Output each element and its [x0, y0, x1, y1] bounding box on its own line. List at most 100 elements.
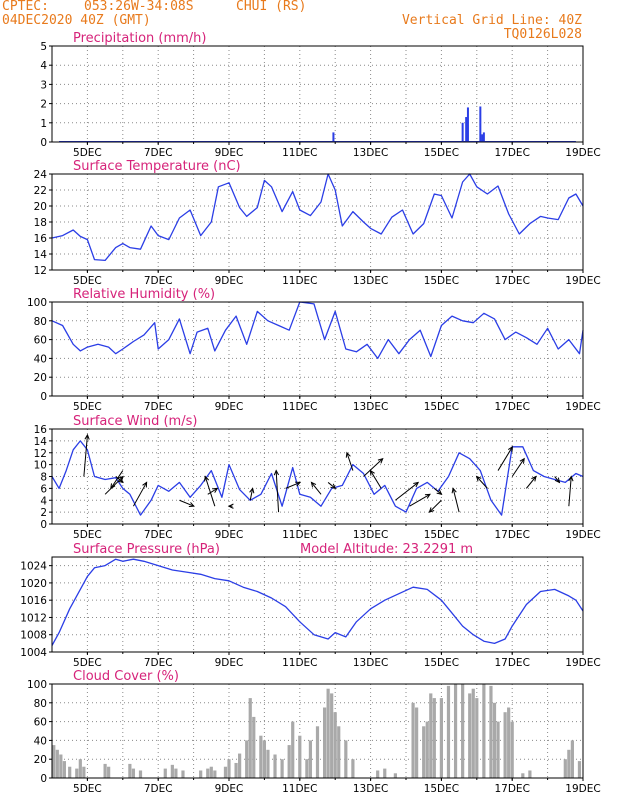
cloud-bar: [75, 768, 79, 778]
precip-bar: [479, 106, 482, 142]
cloud-bar: [344, 740, 348, 778]
cloud-bar: [181, 770, 185, 778]
wind-arrow: [429, 499, 442, 513]
wind-arrow: [346, 452, 354, 471]
cloud-bar: [223, 766, 228, 778]
cloud-bar: [199, 770, 203, 778]
pressure-ytick-label: 1016: [20, 595, 47, 607]
precip-ytick-label: 3: [40, 79, 47, 91]
temp-xtick-label: 13DEC: [353, 275, 388, 287]
temp-ytick-label: 12: [34, 265, 47, 277]
wind-arrowhead: [204, 475, 210, 482]
header-source: CPTEC:: [2, 0, 49, 14]
wind-series-line: [51, 440, 584, 516]
cloud-bar: [322, 707, 327, 778]
rh-xtick-label: 7DEC: [144, 401, 173, 413]
wind-arrow: [369, 470, 382, 489]
cloud-bar: [103, 763, 107, 778]
rh-ytick-label: 80: [34, 316, 47, 328]
cloud-bar: [333, 712, 337, 778]
cloud-bar: [422, 726, 426, 778]
cloud-xtick-label: 11DEC: [282, 783, 317, 795]
cloud-bar: [227, 759, 231, 778]
precip-xtick-label: 15DEC: [424, 147, 459, 159]
precip-title: Precipitation (mm/h): [73, 31, 206, 46]
temp-xtick-label: 5DEC: [73, 275, 102, 287]
cloud-bar: [507, 707, 511, 778]
temp-frame: [51, 173, 584, 271]
wind-arrow: [327, 482, 336, 489]
wind-arrowhead: [249, 487, 255, 494]
rh-xtick-label: 9DEC: [215, 401, 244, 413]
wind-arrowhead: [428, 507, 435, 513]
cloud-bar: [393, 773, 397, 778]
cloud-bar: [337, 726, 341, 778]
cloud-bar: [52, 745, 56, 778]
wind-ytick-label: 8: [40, 472, 47, 484]
cloud-bar: [521, 773, 525, 778]
rh-frame: [51, 301, 584, 397]
pressure-title: Surface Pressure (hPa): [73, 542, 220, 557]
wind-arrowhead: [212, 487, 219, 493]
cloud-bar: [510, 721, 514, 778]
wind-arrowhead: [377, 457, 384, 464]
precip-ytick-label: 0: [40, 137, 47, 149]
cloud-bar: [174, 768, 178, 778]
wind-arrow: [452, 488, 460, 513]
cloud-bar: [482, 684, 486, 778]
cloud-ytick-label: 100: [27, 679, 47, 691]
wind-arrow: [207, 487, 218, 495]
wind-ytick-label: 6: [40, 483, 47, 495]
precip-bar: [461, 122, 464, 142]
wind-arrowhead: [413, 481, 420, 488]
wind-ytick-label: 12: [34, 448, 47, 460]
cloud-bar: [351, 759, 355, 778]
wind-xtick-label: 5DEC: [73, 529, 102, 541]
cloud-bar: [209, 766, 213, 778]
temp-ytick-label: 16: [34, 233, 48, 245]
cloud-xtick-label: 7DEC: [144, 783, 173, 795]
wind-arrowhead: [117, 477, 124, 484]
wind-arrowhead: [531, 475, 537, 482]
precip-xtick-label: 9DEC: [215, 147, 244, 159]
rh-ytick-label: 0: [40, 391, 47, 403]
precip-xtick-label: 13DEC: [353, 147, 388, 159]
cloud-bar: [170, 764, 174, 778]
cloud-bar: [107, 766, 111, 778]
cloud-bar: [461, 684, 465, 778]
temp-ytick-label: 24: [34, 169, 48, 181]
rh-ytick-label: 20: [34, 372, 47, 384]
cloud-bar: [62, 761, 66, 778]
precip-xtick-label: 7DEC: [144, 147, 173, 159]
cloud-bar: [330, 693, 334, 778]
cloud-bar: [138, 770, 143, 778]
temp-xtick-label: 11DEC: [282, 275, 317, 287]
rh-xtick-label: 13DEC: [353, 401, 388, 413]
wind-title: Surface Wind (m/s): [73, 414, 197, 429]
cloud-bar: [213, 770, 217, 778]
cloud-ytick-label: 40: [34, 735, 47, 747]
cloud-bar: [429, 693, 433, 778]
wind-arrowhead: [188, 502, 195, 507]
precip-frame: [51, 45, 584, 143]
rh-xtick-label: 19DEC: [565, 401, 600, 413]
rh-ytick-label: 100: [27, 297, 47, 309]
wind-arrow: [554, 476, 560, 483]
wind-ytick-label: 16: [34, 424, 48, 436]
cloud-bar: [492, 702, 497, 778]
temp-title: Surface Temperature (nC): [73, 159, 241, 174]
cloud-bar: [78, 759, 82, 778]
wind-arrow: [285, 481, 301, 489]
cloud-bar: [503, 712, 507, 778]
wind-ytick-label: 10: [34, 460, 47, 472]
precip-bar: [482, 132, 485, 142]
pressure-frame: [51, 556, 584, 653]
cloud-bar: [206, 768, 210, 778]
temp-xtick-label: 7DEC: [144, 275, 173, 287]
header-model-code: TQ0126L028: [503, 27, 582, 42]
rh-xtick-label: 11DEC: [282, 401, 317, 413]
wind-arrowhead: [295, 481, 302, 487]
pressure-ytick-label: 1012: [20, 612, 47, 624]
precip-bar: [466, 107, 469, 142]
